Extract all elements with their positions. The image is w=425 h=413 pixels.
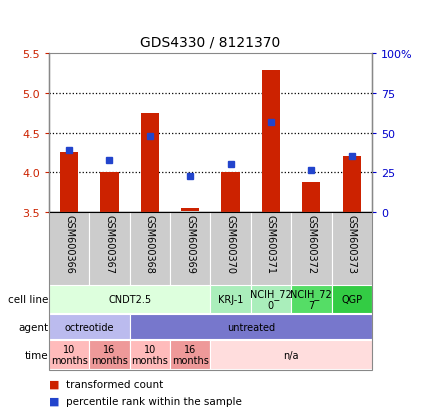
Bar: [49, 213, 89, 285]
Text: transformed count: transformed count: [66, 379, 163, 389]
Text: 16
months: 16 months: [91, 344, 128, 366]
Bar: [130, 314, 372, 339]
Text: GSM600367: GSM600367: [105, 215, 114, 274]
Text: QGP: QGP: [341, 294, 362, 304]
Title: GDS4330 / 8121370: GDS4330 / 8121370: [140, 36, 280, 50]
Bar: [343, 157, 361, 213]
Bar: [221, 173, 240, 213]
Text: 10
months: 10 months: [51, 344, 88, 366]
Bar: [210, 213, 251, 285]
Text: ■: ■: [49, 396, 60, 406]
Bar: [170, 340, 210, 369]
Text: n/a: n/a: [283, 350, 299, 360]
Bar: [251, 213, 291, 285]
Bar: [100, 173, 119, 213]
Text: GSM600369: GSM600369: [185, 215, 195, 273]
Bar: [332, 213, 372, 285]
Bar: [60, 153, 78, 213]
Bar: [170, 213, 210, 285]
Bar: [49, 314, 130, 339]
Text: GSM600370: GSM600370: [226, 215, 235, 274]
Bar: [210, 340, 372, 369]
Bar: [181, 209, 199, 211]
Bar: [332, 285, 372, 313]
Text: untreated: untreated: [227, 322, 275, 332]
Bar: [130, 340, 170, 369]
Text: KRJ-1: KRJ-1: [218, 294, 243, 304]
Bar: [210, 285, 251, 313]
Text: GSM600368: GSM600368: [145, 215, 155, 273]
Text: percentile rank within the sample: percentile rank within the sample: [66, 396, 242, 406]
Text: GSM600372: GSM600372: [306, 215, 316, 274]
Text: cell line: cell line: [8, 294, 48, 304]
Bar: [49, 285, 210, 313]
Bar: [130, 213, 170, 285]
Text: GSM600366: GSM600366: [64, 215, 74, 273]
Bar: [251, 285, 291, 313]
Text: CNDT2.5: CNDT2.5: [108, 294, 151, 304]
Text: NCIH_72
0: NCIH_72 0: [250, 288, 292, 311]
Bar: [89, 340, 130, 369]
Bar: [49, 340, 89, 369]
Text: GSM600371: GSM600371: [266, 215, 276, 274]
Text: time: time: [25, 350, 48, 360]
Text: octreotide: octreotide: [65, 322, 114, 332]
Text: ■: ■: [49, 379, 60, 389]
Bar: [262, 71, 280, 213]
Bar: [89, 213, 130, 285]
Text: NCIH_72
7: NCIH_72 7: [290, 288, 332, 311]
Bar: [302, 183, 320, 213]
Text: 16
months: 16 months: [172, 344, 209, 366]
Text: 10
months: 10 months: [131, 344, 168, 366]
Text: agent: agent: [18, 322, 48, 332]
Bar: [291, 213, 332, 285]
Bar: [291, 285, 332, 313]
Bar: [141, 113, 159, 213]
Text: GSM600373: GSM600373: [347, 215, 357, 274]
